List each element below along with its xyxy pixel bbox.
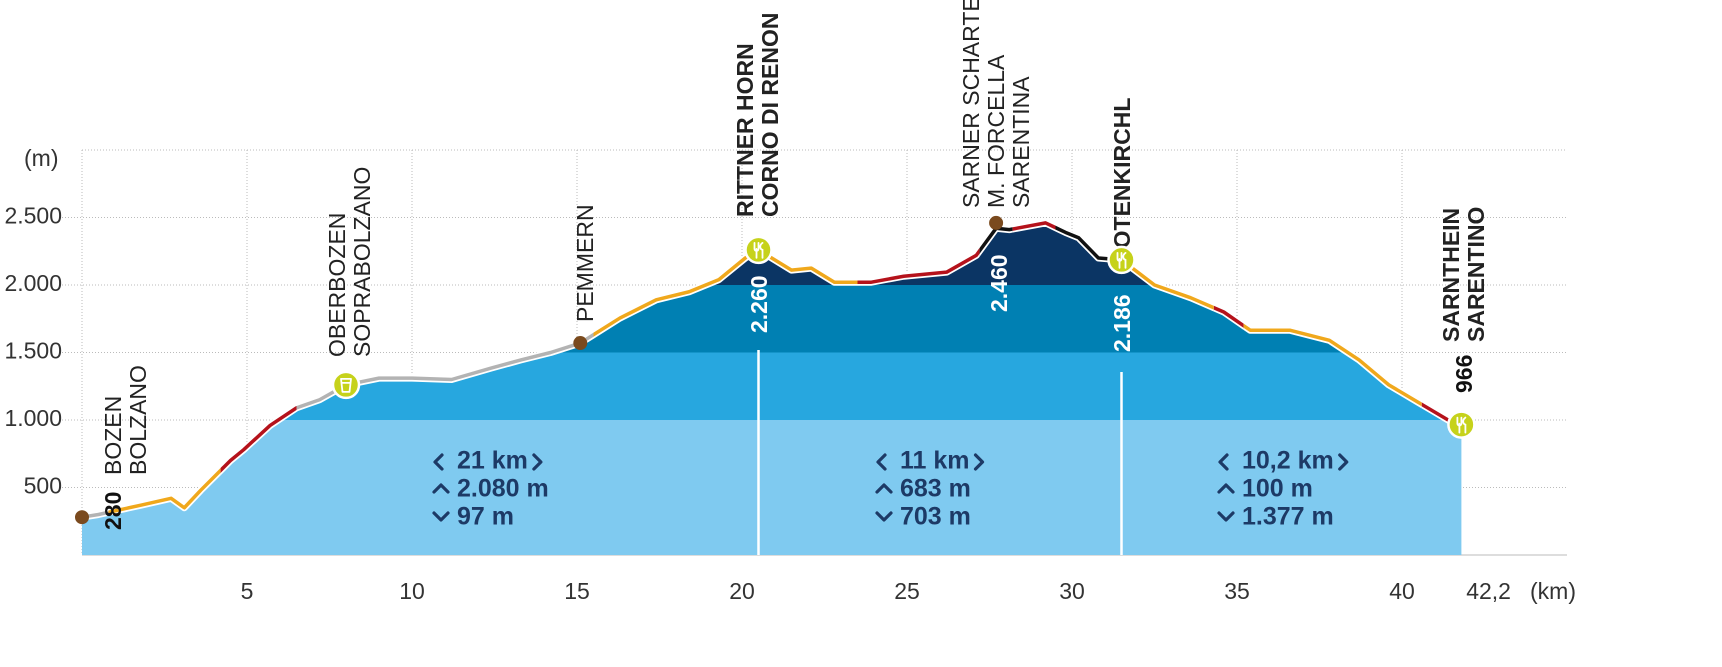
x-tick-label: 40 [1389,578,1415,604]
stage-distance: 21 km [457,447,528,475]
waypoint-name: SARENTINA [1008,76,1034,208]
stat-chevron [1338,453,1349,471]
stage-ascent: 100 m [1242,475,1313,503]
x-tick-label: 5 [241,578,254,604]
stage-ascent: 2.080 m [457,475,549,503]
waypoint-name: OBERBOZEN [324,213,350,357]
elevation-label: 280 [100,492,126,530]
x-tick-label: 42,2 [1466,578,1511,604]
food-icon [753,242,764,259]
stat-chevron [432,483,450,494]
elevation-label: 2.460 [986,254,1012,312]
waypoint-marker [331,370,361,400]
x-tick-label: 30 [1059,578,1085,604]
x-tick-label: 25 [894,578,920,604]
y-tick-label: 1.000 [4,405,62,431]
stat-chevron [1218,453,1229,471]
y-tick-label: 500 [24,473,62,499]
stat-chevron [432,511,450,522]
x-axis-label: (km) [1530,578,1576,604]
x-tick-label: 15 [564,578,590,604]
elevation-label: 2.260 [746,275,772,333]
waypoint-name: SARNTHEIN [1438,208,1464,342]
waypoint-name: M. FORCELLA [983,54,1009,208]
waypoint-name: SARENTINO [1463,207,1489,342]
waypoint-marker [989,215,1004,230]
profile-area-band [550,285,1348,353]
waypoint-name: PEMMERN [572,204,598,322]
food-icon [1456,416,1467,434]
stat-chevron [1217,511,1235,522]
stage-descent: 703 m [900,503,971,531]
stage-descent: 1.377 m [1242,503,1334,531]
stat-chevron [875,483,893,494]
elevation-label: 966 [1451,355,1477,393]
stat-chevron [875,511,893,522]
y-tick-label: 2.000 [4,270,62,296]
trail-line [220,405,297,473]
waypoint-name: SARNER SCHARTE [958,0,984,208]
stat-chevron [532,453,543,471]
food-icon [1116,251,1127,269]
stage-descent: 97 m [457,503,514,531]
stat-chevron [876,453,887,471]
y-tick-label: 2.500 [4,203,62,229]
x-tick-label: 10 [399,578,425,604]
y-tick-label: 1.500 [4,338,62,364]
elevation-label: 2.186 [1109,294,1135,352]
trail-line [593,248,858,337]
stat-chevron [1217,483,1235,494]
profile-area-band [278,352,1449,420]
waypoint-name: TOTENKIRCHL [1109,98,1135,262]
stage-distance: 10,2 km [1242,447,1334,475]
waypoint-marker [75,510,89,525]
waypoint-marker [573,336,588,351]
drink-icon [340,378,352,393]
waypoint-name: SOPRABOLZANO [349,167,375,357]
stat-chevron [973,453,985,471]
profile-area-band [82,420,1462,555]
trail-line [1213,305,1244,328]
stage-distance: 11 km [900,447,970,475]
waypoint-name: BOLZANO [125,365,151,475]
waypoint-name: CORNO DI RENON [757,13,783,217]
stage-ascent: 683 m [900,475,971,503]
x-tick-label: 20 [729,578,755,604]
profile-area-band [705,222,1155,285]
waypoint-name: RITTNER HORN [732,43,758,217]
waypoint-name: BOZEN [100,396,126,475]
y-axis-label: (m) [24,145,58,171]
x-tick-label: 35 [1224,578,1250,604]
stat-chevron [433,453,444,471]
